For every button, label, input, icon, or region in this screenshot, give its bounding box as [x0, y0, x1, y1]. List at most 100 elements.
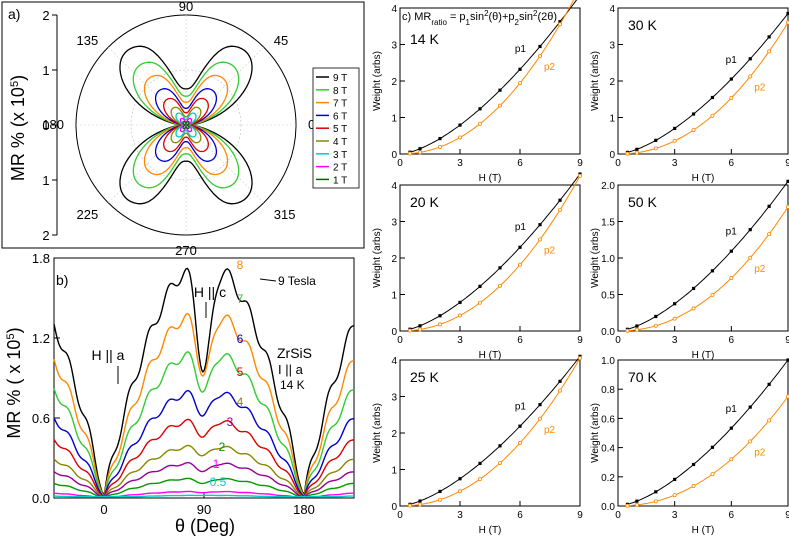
c-xtick-label: 6	[729, 510, 735, 521]
c-ytick-label: 1.0	[601, 356, 615, 367]
c-xlabel: H (T)	[479, 350, 502, 361]
c-series-label: p2	[754, 264, 766, 275]
polar-legend-label: 3 T	[333, 150, 347, 161]
c-subplot-30k: 0 3 6 9 H (T) 0 1 2 3 4 Weight (arbs) 30 K p1 p2	[590, 4, 789, 184]
b-ytick-label: 0.0	[32, 491, 50, 506]
polar-grid-circle	[130, 69, 242, 181]
c-marker-p1	[478, 461, 482, 466]
c-marker-p1	[538, 44, 542, 49]
b-annot-current: I || a	[278, 362, 304, 377]
c-marker-p1	[729, 426, 733, 430]
c-series-label: p2	[754, 447, 766, 458]
c-marker-p2	[748, 439, 753, 444]
c-marker-p2	[497, 283, 502, 288]
c-marker-p1	[418, 499, 422, 503]
c-ytick-label: 1	[391, 291, 397, 302]
c-marker-p2	[625, 503, 630, 508]
c-formula: c) MRratio = p1sin2(θ)+p2sin2(2θ)	[402, 9, 557, 27]
c-marker-p2	[578, 173, 583, 178]
c-marker-p2	[518, 440, 523, 445]
c-marker-p1	[710, 445, 715, 449]
c-temp-label: 50 K	[628, 194, 657, 210]
c-marker-p2	[786, 204, 789, 209]
b-curve-label: 0.5	[210, 475, 227, 489]
c-marker-p2	[417, 502, 422, 507]
polar-angle-label: 90	[179, 0, 193, 14]
c-marker-p1	[673, 302, 677, 306]
b-curve-label: 4	[237, 395, 244, 409]
c-ytick-label: 1	[391, 114, 397, 125]
c-marker-p1	[558, 198, 562, 202]
b-xtick-label: 180	[293, 502, 315, 517]
polar-legend-label: 1 T	[333, 175, 347, 186]
b-curve-label: 7	[237, 292, 244, 306]
c-xtick-label: 6	[517, 510, 523, 521]
panel-c-weights: c) MRratio = p1sin2(θ)+p2sin2(2θ) 0 3 6 9 H (…	[372, 0, 789, 536]
c-marker-p1	[518, 67, 522, 71]
c-subplot-14k: 0 3 6 9 H (T) 0 1 2 3 4 Weight (arbs) 14 K p1 p2	[372, 0, 583, 184]
c-ytick-label: 0.2	[601, 473, 615, 484]
c-marker-p2	[417, 327, 422, 332]
c-marker-p1	[538, 403, 542, 407]
c-marker-p2	[653, 146, 658, 151]
c-subplot-20k: 0 3 6 9 H (T) 0 1 2 3 4 Weight (arbs) 20 K p1 p2	[372, 172, 583, 361]
b-series-0.5	[53, 494, 354, 498]
polar-radial-tick: 1	[42, 173, 49, 188]
b-annot-temp: 14 K	[280, 378, 305, 392]
c-marker-p2	[767, 49, 772, 54]
c-marker-p2	[407, 151, 412, 156]
c-marker-p1	[729, 77, 733, 81]
c-xlabel: H (T)	[479, 525, 502, 536]
c-marker-p2	[457, 489, 462, 494]
c-xtick-label: 6	[729, 158, 735, 169]
c-ytick-label: 2	[391, 254, 397, 265]
b-annot-sample: ZrSiS	[277, 345, 312, 361]
c-marker-p2	[407, 503, 412, 508]
polar-legend-label: 4 T	[333, 137, 347, 148]
b-xtick-label: 0	[100, 502, 107, 517]
b-annot-9tesla: 9 Tesla	[278, 274, 316, 288]
b-annot-h-c: H || c	[194, 284, 226, 300]
c-marker-p2	[437, 322, 442, 327]
polar-spoke	[108, 47, 187, 126]
c-ytick-label: 1.0	[601, 254, 615, 265]
c-marker-p2	[578, 356, 583, 361]
c-marker-p2	[437, 144, 442, 149]
c-ytick-label: 0.6	[601, 414, 615, 425]
c-marker-p1	[558, 379, 562, 383]
c-temp-label: 30 K	[628, 17, 657, 33]
c-marker-p1	[673, 477, 677, 482]
c-frame	[617, 359, 789, 507]
b-annot-h-a: H || a	[92, 347, 125, 363]
c-xtick-label: 9	[785, 510, 789, 521]
c-subplot-50k: 0 3 6 9 H (T) 0.0 0.5 1.0 1.5 2.0 Weight (arbs) 50 …	[590, 179, 789, 361]
polar-legend-label: 9 T	[333, 73, 347, 84]
c-marker-p2	[634, 327, 639, 332]
c-marker-p2	[710, 292, 715, 297]
c-subplot-25k: 0 3 6 9 H (T) 0 1 2 3 4 Weight (arbs) 25 K p1 p2	[372, 354, 583, 536]
polar-radial-tick: 0	[42, 118, 49, 133]
c-ytick-label: 0	[391, 150, 397, 161]
c-marker-p2	[558, 388, 563, 393]
c-marker-p1	[478, 107, 482, 111]
c-marker-p1	[710, 269, 715, 273]
c-series-label: p2	[544, 425, 556, 436]
c-marker-p2	[477, 477, 482, 482]
c-ytick-label: 2	[391, 429, 397, 440]
c-xtick-label: 6	[517, 158, 523, 169]
panel-b-xlabel: θ (Deg)	[175, 516, 235, 536]
polar-angle-label: 270	[175, 243, 197, 258]
c-ytick-label: 4	[391, 356, 397, 367]
c-marker-p1	[786, 358, 789, 362]
c-series-label: p1	[726, 55, 738, 66]
b-ytick-label: 0.6	[32, 411, 50, 426]
c-marker-p1	[498, 88, 502, 92]
polar-angle-label: 315	[274, 207, 296, 222]
c-marker-p1	[748, 228, 752, 232]
c-series-label: p2	[544, 62, 556, 73]
c-temp-label: 20 K	[410, 194, 439, 210]
c-marker-p2	[653, 323, 658, 328]
c-ytick-label: 0.4	[601, 444, 615, 455]
c-xtick-label: 0	[615, 158, 621, 169]
